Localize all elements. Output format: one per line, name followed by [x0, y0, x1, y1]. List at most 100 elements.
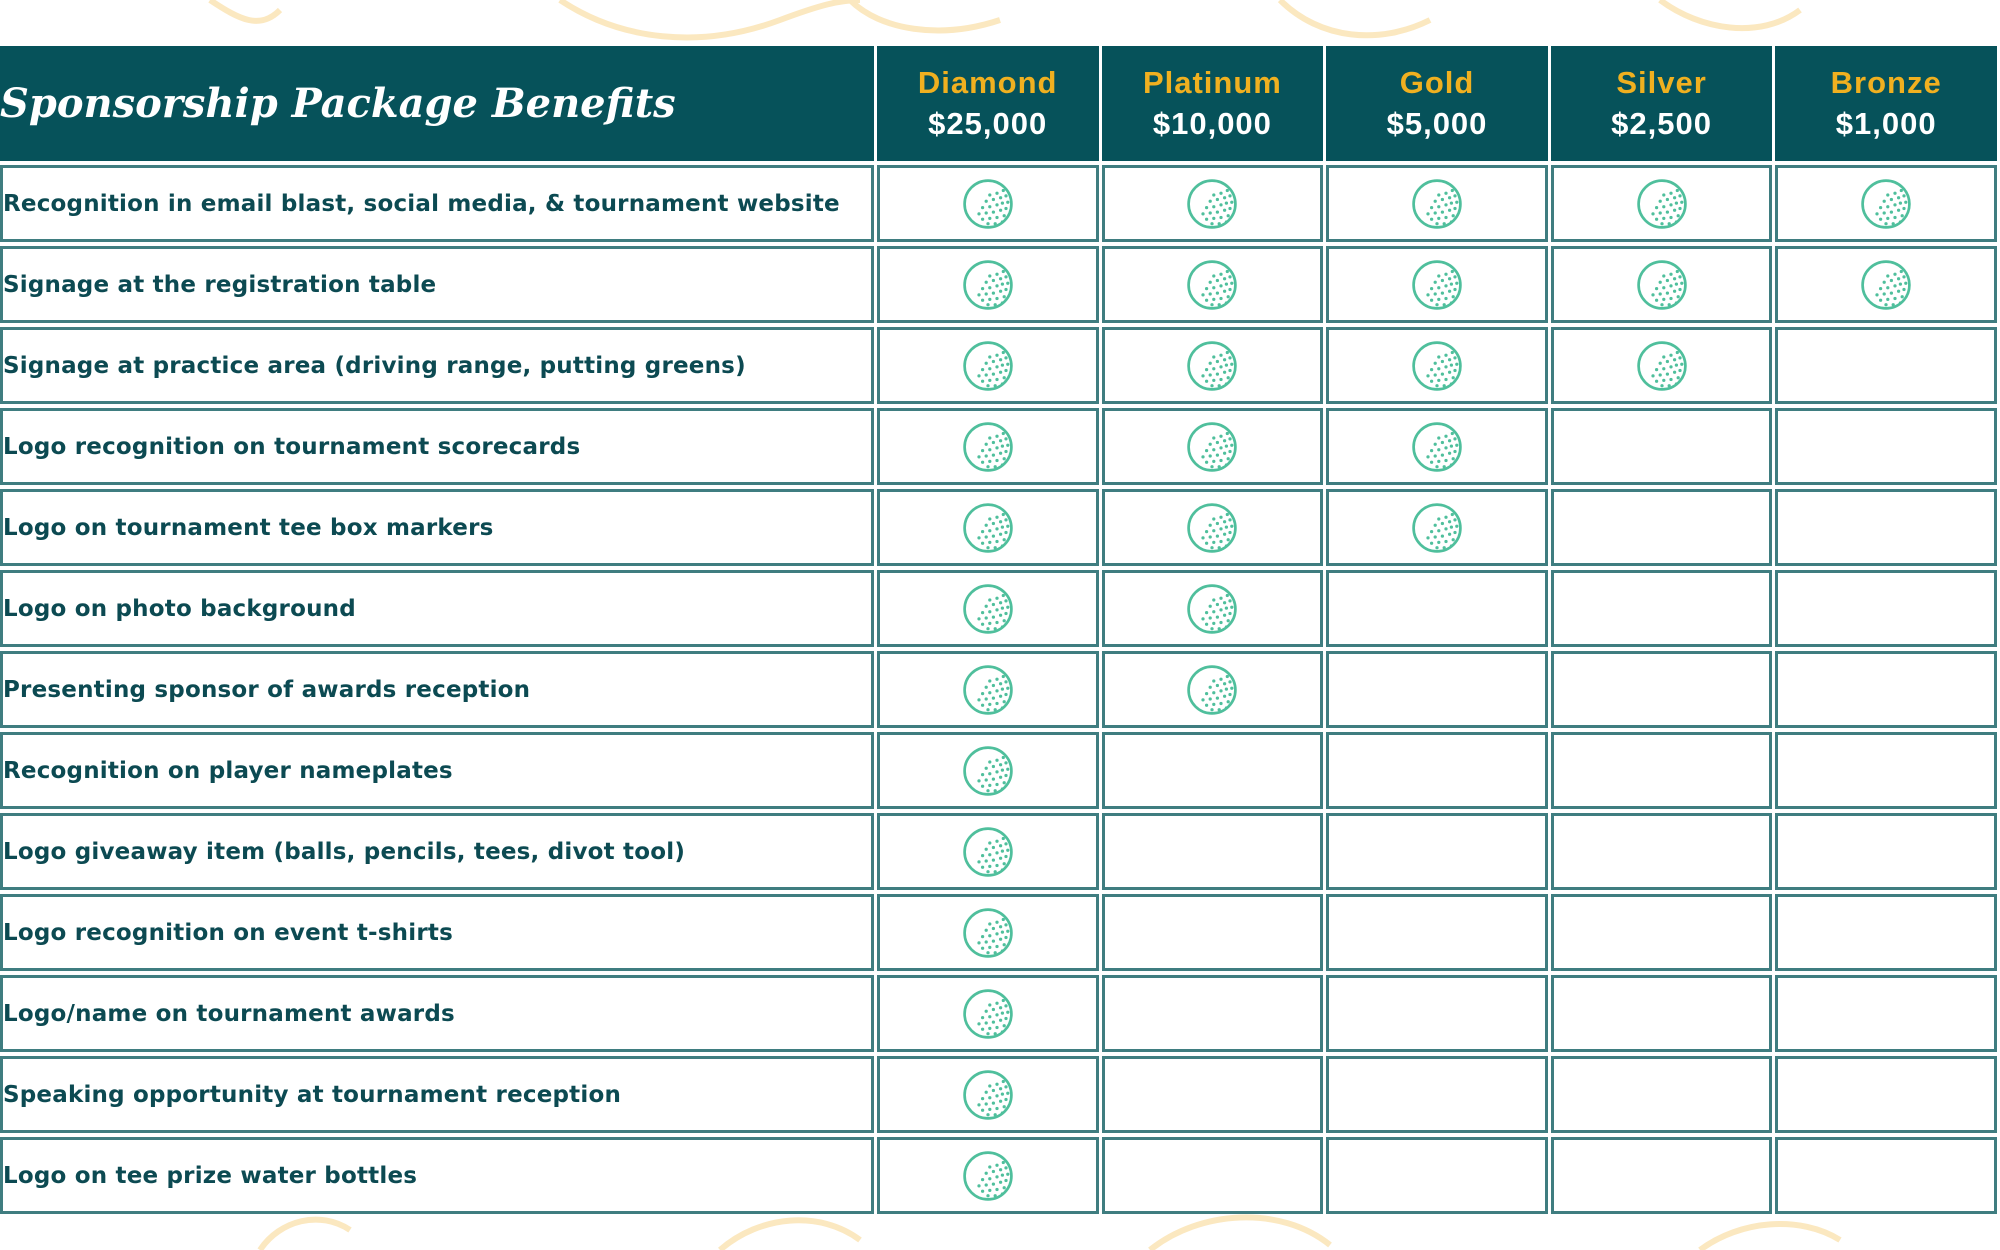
tier-price: $2,500: [1611, 105, 1712, 141]
golf-ball-icon: [1185, 177, 1239, 231]
tier-header-diamond: Diamond $25,000: [876, 46, 1099, 161]
benefit-cell: Logo on tournament tee box markers: [0, 489, 874, 566]
mark-cell: [876, 246, 1099, 323]
tier-name: Silver: [1616, 64, 1707, 100]
tier-header-silver: Silver $2,500: [1550, 46, 1773, 161]
golf-ball-icon: [1185, 582, 1239, 636]
golf-ball-icon: [1185, 339, 1239, 393]
golf-ball-icon: [1185, 420, 1239, 474]
benefits-body: Recognition in email blast, social media…: [0, 165, 1997, 1214]
benefit-label: Signage at the registration table: [3, 271, 437, 298]
golf-ball-icon: [961, 339, 1015, 393]
mark-cell: [1775, 327, 1997, 404]
tier-header-gold: Gold $5,000: [1326, 46, 1548, 161]
mark-cell: [1550, 570, 1773, 647]
golf-ball-icon: [1185, 258, 1239, 312]
mark-cell: [1775, 489, 1997, 566]
benefit-cell: Logo recognition on tournament scorecard…: [0, 408, 874, 485]
mark-cell: [1775, 651, 1997, 728]
mark-cell: [876, 732, 1099, 809]
golf-ball-icon: [961, 663, 1015, 717]
tier-header-platinum: Platinum $10,000: [1101, 46, 1324, 161]
benefits-table: Sponsorship Package Benefits Diamond $25…: [0, 42, 2000, 1218]
table-row: Logo recognition on tournament scorecard…: [0, 408, 1997, 485]
mark-cell: [1101, 651, 1324, 728]
mark-cell: [1101, 165, 1324, 242]
golf-ball-icon: [961, 501, 1015, 555]
mark-cell: [876, 489, 1099, 566]
benefit-cell: Signage at the registration table: [0, 246, 874, 323]
mark-cell: [1550, 489, 1773, 566]
table-row: Recognition on player nameplates: [0, 732, 1997, 809]
benefit-cell: Recognition on player nameplates: [0, 732, 874, 809]
tier-price: $25,000: [928, 105, 1048, 141]
mark-cell: [1775, 408, 1997, 485]
mark-cell: [1101, 1056, 1324, 1133]
mark-cell: [1550, 408, 1773, 485]
benefit-label: Signage at practice area (driving range,…: [3, 352, 746, 379]
tier-name: Bronze: [1830, 64, 1942, 100]
golf-ball-icon: [961, 744, 1015, 798]
mark-cell: [1326, 1056, 1548, 1133]
tier-name: Platinum: [1142, 64, 1282, 100]
mark-cell: [1326, 894, 1548, 971]
golf-ball-icon: [961, 1149, 1015, 1203]
benefit-cell: Speaking opportunity at tournament recep…: [0, 1056, 874, 1133]
mark-cell: [1775, 732, 1997, 809]
mark-cell: [1101, 894, 1324, 971]
benefit-label: Logo on photo background: [3, 595, 356, 622]
mark-cell: [1326, 246, 1548, 323]
tier-name: Gold: [1399, 64, 1475, 100]
table-row: Recognition in email blast, social media…: [0, 165, 1997, 242]
mark-cell: [1101, 570, 1324, 647]
mark-cell: [1326, 651, 1548, 728]
benefit-label: Logo on tee prize water bottles: [3, 1162, 418, 1189]
mark-cell: [876, 813, 1099, 890]
mark-cell: [1550, 327, 1773, 404]
benefit-label: Logo/name on tournament awards: [3, 1000, 455, 1027]
mark-cell: [1775, 570, 1997, 647]
golf-ball-icon: [961, 420, 1015, 474]
mark-cell: [1101, 489, 1324, 566]
golf-ball-icon: [961, 1068, 1015, 1122]
golf-ball-icon: [961, 582, 1015, 636]
mark-cell: [1550, 813, 1773, 890]
mark-cell: [1326, 408, 1548, 485]
golf-ball-icon: [1410, 420, 1464, 474]
mark-cell: [1775, 975, 1997, 1052]
benefit-label: Logo on tournament tee box markers: [3, 514, 494, 541]
table-row: Speaking opportunity at tournament recep…: [0, 1056, 1997, 1133]
golf-ball-icon: [961, 177, 1015, 231]
golf-ball-icon: [1410, 177, 1464, 231]
benefit-cell: Logo/name on tournament awards: [0, 975, 874, 1052]
table-row: Logo giveaway item (balls, pencils, tees…: [0, 813, 1997, 890]
mark-cell: [1101, 975, 1324, 1052]
mark-cell: [1775, 813, 1997, 890]
mark-cell: [1101, 408, 1324, 485]
mark-cell: [1326, 813, 1548, 890]
mark-cell: [1326, 732, 1548, 809]
golf-ball-icon: [1185, 501, 1239, 555]
tier-price: $10,000: [1152, 105, 1272, 141]
benefit-label: Recognition on player nameplates: [3, 757, 453, 784]
mark-cell: [1550, 894, 1773, 971]
golf-ball-icon: [1635, 339, 1689, 393]
table-row: Presenting sponsor of awards reception: [0, 651, 1997, 728]
benefit-label: Speaking opportunity at tournament recep…: [3, 1081, 622, 1108]
mark-cell: [1550, 1137, 1773, 1214]
benefit-cell: Logo on photo background: [0, 570, 874, 647]
benefit-cell: Logo recognition on event t-shirts: [0, 894, 874, 971]
golf-ball-icon: [1859, 177, 1913, 231]
golf-ball-icon: [1410, 258, 1464, 312]
mark-cell: [1775, 165, 1997, 242]
mark-cell: [1101, 246, 1324, 323]
mark-cell: [1550, 975, 1773, 1052]
mark-cell: [1550, 246, 1773, 323]
golf-ball-icon: [961, 987, 1015, 1041]
mark-cell: [1326, 489, 1548, 566]
table-row: Logo recognition on event t-shirts: [0, 894, 1997, 971]
mark-cell: [1775, 246, 1997, 323]
mark-cell: [876, 327, 1099, 404]
mark-cell: [876, 1056, 1099, 1133]
golf-ball-icon: [1635, 177, 1689, 231]
